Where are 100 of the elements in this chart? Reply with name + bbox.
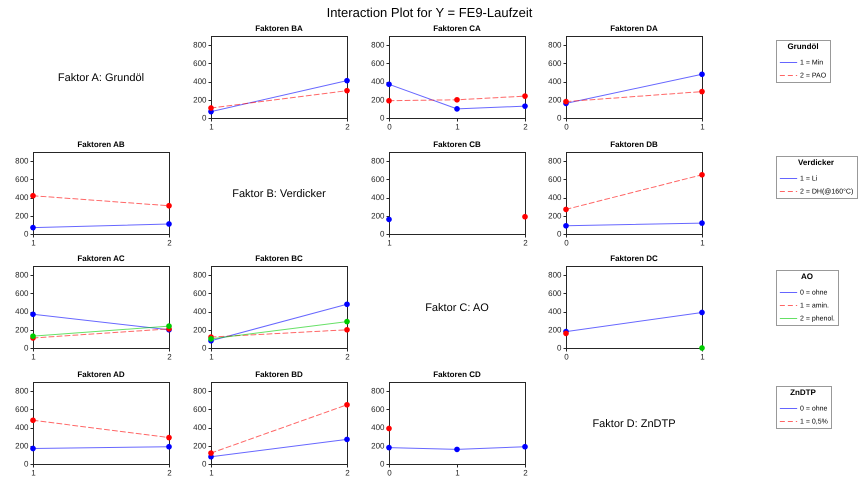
y-tick-label: 0 xyxy=(557,114,562,122)
x-tick-label: 0 xyxy=(387,122,392,132)
chart-title: Faktoren CA xyxy=(433,24,482,33)
chart-title: Faktoren CB xyxy=(433,140,482,149)
point xyxy=(208,105,214,111)
y-tick-label: 400 xyxy=(371,423,386,432)
y-tick-label: 200 xyxy=(193,325,208,334)
y-tick-label: 0 xyxy=(202,460,208,468)
y-tick-label: 400 xyxy=(15,307,30,316)
y-tick-label: 600 xyxy=(548,174,562,184)
x-tick-label: 2 xyxy=(523,468,528,478)
point xyxy=(563,206,569,212)
y-tick-label: 600 xyxy=(548,288,562,298)
chart-title: Faktoren AB xyxy=(77,140,125,149)
y-tick-label: 0 xyxy=(202,344,208,352)
point xyxy=(454,106,460,112)
point xyxy=(344,326,350,333)
point xyxy=(522,444,528,450)
point xyxy=(30,446,36,452)
point xyxy=(454,446,460,452)
x-tick-label: 1 xyxy=(387,238,392,248)
x-tick-label: 1 xyxy=(455,122,460,132)
y-tick-label: 200 xyxy=(371,95,386,104)
y-tick-label: 600 xyxy=(193,404,208,414)
text: Faktor A: Grundöl xyxy=(56,71,146,86)
point xyxy=(563,222,569,229)
y-tick-label: 400 xyxy=(193,423,208,432)
y-tick-label: 400 xyxy=(15,193,30,202)
point xyxy=(30,192,36,199)
y-tick-label: 800 xyxy=(371,156,386,166)
y-tick-label: 0 xyxy=(380,230,386,238)
x-tick-label: 2 xyxy=(523,238,528,248)
x-tick-label: 1 xyxy=(31,238,36,248)
x-tick-label: 1 xyxy=(209,468,214,478)
y-tick-label: 600 xyxy=(15,174,30,184)
x-tick-label: 2 xyxy=(345,122,350,132)
point xyxy=(344,301,350,308)
x-tick-label: 2 xyxy=(167,238,172,248)
chart-title: Faktoren DC xyxy=(610,254,658,263)
x-tick-label: 0 xyxy=(564,352,570,362)
point xyxy=(386,426,392,432)
x-tick-label: 0 xyxy=(387,468,392,478)
point xyxy=(699,88,705,94)
y-tick-label: 400 xyxy=(193,77,208,86)
x-tick-label: 0 xyxy=(564,238,570,248)
point xyxy=(208,450,214,456)
x-tick-label: 1 xyxy=(700,352,706,362)
point xyxy=(386,81,392,88)
legend-title: ZnDTP xyxy=(790,388,817,397)
legend-title: AO xyxy=(801,272,813,281)
x-tick-label: 1 xyxy=(700,238,706,248)
y-tick-label: 200 xyxy=(371,441,386,450)
point xyxy=(522,103,528,109)
point xyxy=(386,444,392,450)
y-tick-label: 800 xyxy=(15,156,30,166)
point xyxy=(344,402,350,408)
y-tick-label: 0 xyxy=(24,230,30,238)
chart-title: Faktoren BC xyxy=(255,254,304,263)
y-tick-label: 200 xyxy=(193,95,208,104)
point xyxy=(522,93,528,99)
y-tick-label: 400 xyxy=(371,77,386,86)
x-tick-label: 2 xyxy=(167,352,172,362)
y-tick-label: 800 xyxy=(371,386,386,396)
legend-title: Grundöl xyxy=(787,42,819,51)
y-tick-label: 200 xyxy=(548,325,562,334)
point xyxy=(344,88,350,94)
x-tick-label: 2 xyxy=(345,468,350,478)
text: Faktor B: Verdicker xyxy=(231,187,327,202)
y-tick-label: 0 xyxy=(380,114,386,122)
chart-title: Faktoren AD xyxy=(77,370,125,379)
point xyxy=(454,96,460,103)
y-tick-label: 800 xyxy=(193,386,208,396)
point xyxy=(166,444,172,450)
chart-title: Faktoren BD xyxy=(255,370,304,379)
y-tick-label: 400 xyxy=(548,307,562,316)
point xyxy=(699,220,705,226)
y-tick-label: 600 xyxy=(193,288,208,298)
chart-title: Faktoren CD xyxy=(433,370,482,379)
x-tick-label: 1 xyxy=(31,352,36,362)
y-tick-label: 0 xyxy=(24,344,30,352)
x-tick-label: 2 xyxy=(523,122,528,132)
y-tick-label: 600 xyxy=(371,404,386,414)
y-tick-label: 200 xyxy=(371,211,386,220)
text: Faktor D: ZnDTP xyxy=(591,417,677,432)
y-tick-label: 800 xyxy=(15,386,30,396)
point xyxy=(699,310,705,316)
y-tick-label: 800 xyxy=(548,40,562,50)
legend-title: Verdicker xyxy=(798,158,834,167)
point xyxy=(166,202,172,209)
point xyxy=(386,98,392,104)
text: Interaction Plot for Y = FE9-Laufzeit xyxy=(326,5,534,20)
chart-title: Faktoren AC xyxy=(77,254,125,263)
y-tick-label: 400 xyxy=(193,307,208,316)
point xyxy=(344,78,350,84)
y-tick-label: 0 xyxy=(380,460,386,468)
chart-title: Faktoren DB xyxy=(610,140,658,149)
chart-title: Faktoren DA xyxy=(610,24,658,33)
point xyxy=(699,345,705,351)
y-tick-label: 600 xyxy=(371,174,386,184)
x-tick-label: 1 xyxy=(455,468,460,478)
